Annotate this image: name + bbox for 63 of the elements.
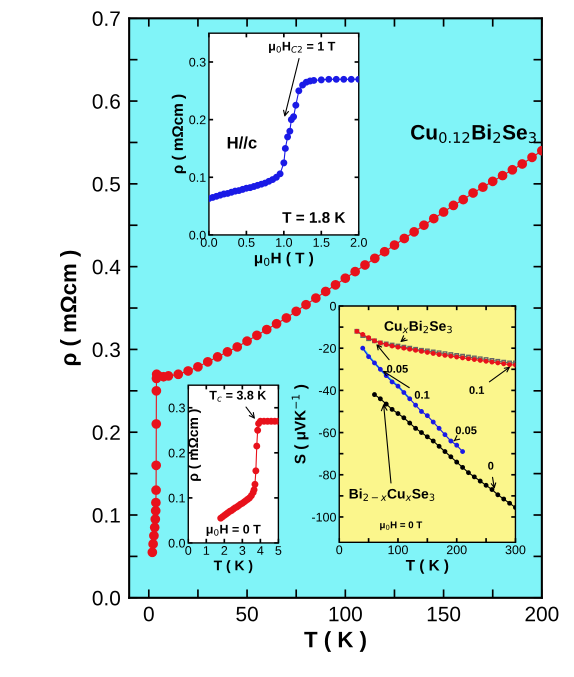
x-tick-label: 3 <box>239 546 246 555</box>
y-tick-label: 0.3 <box>92 342 120 358</box>
x-tick-label: 0 <box>336 545 342 554</box>
y-tick-label: -40 <box>318 386 336 396</box>
annotation: H//c <box>228 136 257 149</box>
x-tick-label: 100 <box>388 545 408 554</box>
x-tick-label: 0.0 <box>200 238 218 247</box>
x-tick-label: 2.0 <box>350 238 367 247</box>
y-tick-label: 0.5 <box>92 176 120 192</box>
y-tick-label: 0.2 <box>189 115 206 124</box>
y-tick-label: 0.2 <box>92 425 120 440</box>
x-tick-label: 300 <box>506 545 526 554</box>
x-tick-label: 100 <box>330 606 362 622</box>
annotation: 0.05 <box>387 364 408 373</box>
y-tick-label: 0.3 <box>189 58 206 67</box>
y-axis-title: S ( μVK$^{−1}$ ) <box>292 384 309 464</box>
annotation: 0.1 <box>414 390 430 399</box>
annotation: Cu$_{x}$Bi$_{2}$Se$_{3}$ <box>384 320 452 334</box>
annotation: Bi$_{2−x}$Cu$_{x}$Se$_{3}$ <box>350 488 434 501</box>
y-tick-label: 0.1 <box>189 173 206 182</box>
annotation: T$_{c}$ = 3.8 K <box>209 390 266 402</box>
y-tick-label: 0.1 <box>92 508 120 523</box>
y-tick-label: -60 <box>318 428 336 438</box>
x-axis-title: T ( K ) <box>214 560 252 574</box>
annotation: μ$_{0}$H = 0 T <box>206 524 261 536</box>
x-tick-label: 1.0 <box>276 238 292 247</box>
annotation: μ$_{0}$H$_{C2}$ = 1 T <box>269 42 336 54</box>
x-tick-label: 1 <box>204 546 210 555</box>
y-tick-label: 0.3 <box>168 404 185 412</box>
y-tick-label: 0.7 <box>92 11 120 26</box>
y-tick-label: 0.4 <box>92 260 120 274</box>
y-tick-label: -100 <box>312 512 336 522</box>
x-tick-label: 2 <box>221 546 228 555</box>
x-axis-title: μ$_{0}$H ( T ) <box>254 252 314 266</box>
x-tick-label: 1.5 <box>314 238 330 247</box>
y-tick-label: 0.1 <box>168 494 185 503</box>
x-tick-label: 150 <box>428 606 460 622</box>
y-tick-label: -80 <box>318 470 336 480</box>
y-axis-title: ρ ( mΩcm ) <box>188 409 201 481</box>
y-tick-label: 0.0 <box>189 230 206 240</box>
annotation: Cu$_{0.12}$Bi$_{2}$Se$_{3}$ <box>411 124 536 144</box>
x-tick-label: 200 <box>446 545 467 554</box>
x-axis-title: T ( K ) <box>406 559 448 574</box>
y-tick-label: 0.6 <box>92 94 120 109</box>
x-tick-label: 5 <box>275 546 282 555</box>
x-tick-label: 50 <box>236 606 258 622</box>
annotation: 0.05 <box>456 426 477 434</box>
y-tick-label: 0.2 <box>168 448 185 458</box>
y-axis-title: ρ ( mΩcm ) <box>172 94 186 174</box>
annotation: T = 1.8 K <box>282 212 346 223</box>
y-tick-label: 0.0 <box>92 590 120 606</box>
x-tick-label: 200 <box>526 606 558 622</box>
y-tick-label: 0.0 <box>168 538 186 548</box>
y-axis-title: ρ ( mΩcm ) <box>60 250 81 366</box>
annotation: 0 <box>488 462 494 470</box>
annotation: μ$_{0}$H = 0 T <box>380 521 422 530</box>
x-tick-label: 4 <box>257 546 264 555</box>
x-tick-label: 0 <box>144 606 154 622</box>
annotation: 0.1 <box>469 386 484 394</box>
y-tick-label: 0 <box>330 302 336 311</box>
x-tick-label: 0.5 <box>238 238 255 247</box>
x-axis-title: T ( K ) <box>304 631 366 652</box>
y-tick-label: -20 <box>318 344 336 353</box>
